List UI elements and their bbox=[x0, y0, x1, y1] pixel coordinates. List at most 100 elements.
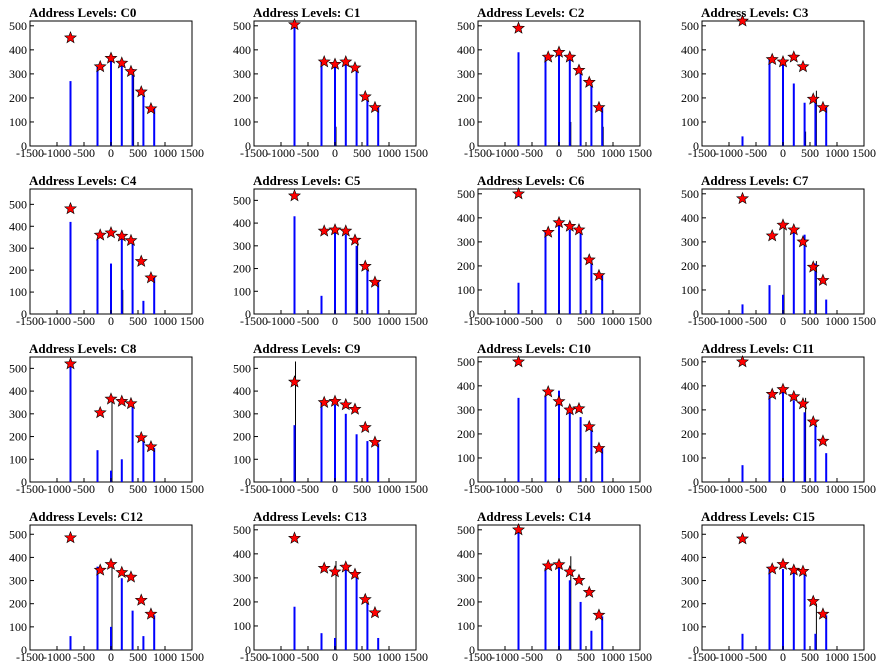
peak-marker bbox=[368, 275, 382, 288]
histogram-plot: 0 100 200 300 400 500 -1500 -1000 -500 0 500 1000 15… bbox=[233, 188, 428, 328]
y-tick-label: 0 bbox=[245, 475, 251, 489]
peak-marker bbox=[552, 215, 566, 229]
histogram-bar bbox=[131, 610, 134, 650]
peak-marker bbox=[552, 557, 566, 571]
histogram-bar bbox=[355, 573, 358, 650]
histogram-bar bbox=[768, 395, 771, 482]
histogram-bar bbox=[741, 633, 744, 650]
peak-marker bbox=[93, 59, 107, 73]
histogram-bar bbox=[120, 235, 123, 314]
peak-marker bbox=[64, 201, 77, 215]
x-tick-label: 1000 bbox=[825, 314, 849, 328]
x-tick-label: -1500 bbox=[240, 314, 268, 328]
y-tick-label: 100 bbox=[681, 283, 699, 297]
histogram-bar bbox=[590, 261, 593, 314]
panel-title: Address Levels: C5 bbox=[253, 173, 361, 188]
y-tick-label: 400 bbox=[681, 211, 699, 225]
y-tick-label: 200 bbox=[681, 259, 699, 273]
y-tick-label: 0 bbox=[693, 307, 699, 321]
y-tick-label: 500 bbox=[233, 523, 251, 537]
y-tick-label: 200 bbox=[457, 427, 475, 441]
y-tick-label: 400 bbox=[681, 43, 699, 57]
histogram-bar bbox=[69, 366, 72, 482]
histogram-bar bbox=[355, 245, 358, 314]
histogram-bar bbox=[110, 263, 112, 314]
y-tick-label: 500 bbox=[681, 187, 699, 201]
panel-title: Address Levels: C12 bbox=[29, 509, 143, 524]
y-tick-label: 300 bbox=[681, 67, 699, 81]
peak-marker bbox=[592, 100, 606, 114]
y-tick-label: 100 bbox=[681, 451, 699, 465]
histogram-bar bbox=[590, 630, 593, 650]
histogram-bar bbox=[366, 97, 369, 146]
x-tick-label: 500 bbox=[129, 650, 147, 664]
x-tick-label: -1000 bbox=[491, 146, 519, 160]
peak-marker bbox=[736, 532, 749, 545]
histogram-bar bbox=[110, 57, 112, 146]
peak-marker bbox=[816, 273, 830, 286]
peak-marker bbox=[563, 565, 577, 578]
y-tick-label: 500 bbox=[233, 193, 251, 207]
histogram-bar bbox=[782, 294, 784, 314]
histogram-bar bbox=[293, 606, 296, 650]
y-tick-label: 0 bbox=[245, 643, 251, 657]
y-tick-label: 300 bbox=[457, 571, 475, 585]
y-tick-label: 200 bbox=[681, 427, 699, 441]
histogram-bar bbox=[293, 216, 296, 314]
y-tick-label: 200 bbox=[233, 430, 251, 444]
histogram-bar bbox=[568, 229, 571, 314]
x-tick-label: -1500 bbox=[240, 482, 268, 496]
peak-marker bbox=[787, 389, 801, 403]
histogram-plot: 0 100 200 300 400 500 -1500 -1000 -500 0 500 1000 15… bbox=[233, 17, 428, 160]
peak-marker bbox=[134, 254, 148, 267]
histogram-plot: 0 100 200 300 400 500 -1500 -1000 -500 0 500 1000 15… bbox=[233, 523, 428, 664]
peak-marker bbox=[776, 557, 790, 570]
y-tick-label: 100 bbox=[457, 115, 475, 129]
x-tick-label: -1000 bbox=[715, 146, 743, 160]
y-tick-label: 200 bbox=[681, 91, 699, 105]
x-tick-label: 500 bbox=[129, 482, 147, 496]
y-tick-label: 400 bbox=[681, 550, 699, 564]
x-tick-label: -1500 bbox=[16, 650, 44, 664]
histogram-bar bbox=[334, 404, 336, 482]
histogram-bar bbox=[366, 268, 369, 314]
y-tick-label: 400 bbox=[233, 384, 251, 398]
histogram-plot: 0 100 200 300 400 500 -1500 -1000 -500 0 500 1000 15… bbox=[9, 19, 204, 160]
histogram-bar bbox=[814, 424, 817, 482]
x-tick-label: 1500 bbox=[180, 146, 204, 160]
histogram-bar bbox=[558, 563, 560, 650]
y-tick-label: 500 bbox=[9, 527, 27, 541]
histogram-bar bbox=[803, 102, 806, 146]
x-tick-label: -1000 bbox=[715, 482, 743, 496]
peak-marker bbox=[104, 557, 118, 570]
y-tick-label: 200 bbox=[457, 259, 475, 273]
peak-marker bbox=[796, 59, 810, 73]
peak-marker bbox=[124, 570, 138, 583]
x-tick-label: -500 bbox=[745, 146, 767, 160]
x-tick-label: 1000 bbox=[825, 650, 849, 664]
x-tick-label: 0 bbox=[332, 650, 338, 664]
histogram-bar bbox=[825, 615, 828, 650]
histogram-plot: 0 100 200 300 400 500 -1500 -1000 -500 0 500 1000 15… bbox=[9, 188, 204, 328]
peak-marker bbox=[134, 430, 148, 444]
peak-marker bbox=[806, 594, 820, 607]
y-tick-label: 200 bbox=[9, 91, 27, 105]
panel-title: Address Levels: C2 bbox=[477, 5, 585, 20]
peak-marker bbox=[64, 530, 77, 544]
peak-marker bbox=[288, 375, 301, 388]
histogram-bar bbox=[377, 107, 380, 146]
x-tick-label: -1500 bbox=[16, 314, 44, 328]
y-tick-label: 200 bbox=[9, 597, 27, 611]
histogram-panel: 0 100 200 300 400 500 -1500 -1000 -500 0 500 1000 15… bbox=[224, 168, 448, 336]
histogram-panel: 0 100 200 300 400 500 -1500 -1000 -500 0 500 1000 15… bbox=[0, 504, 224, 672]
y-tick-label: 500 bbox=[681, 527, 699, 541]
y-tick-label: 500 bbox=[457, 355, 475, 369]
histogram-bar bbox=[558, 222, 560, 314]
y-tick-label: 500 bbox=[681, 19, 699, 33]
histogram-bar bbox=[601, 616, 604, 650]
x-tick-label: 1500 bbox=[628, 650, 652, 664]
histogram-bar bbox=[366, 441, 369, 482]
x-tick-label: 1000 bbox=[825, 146, 849, 160]
peak-marker bbox=[368, 100, 382, 114]
x-tick-label: -1000 bbox=[43, 146, 71, 160]
